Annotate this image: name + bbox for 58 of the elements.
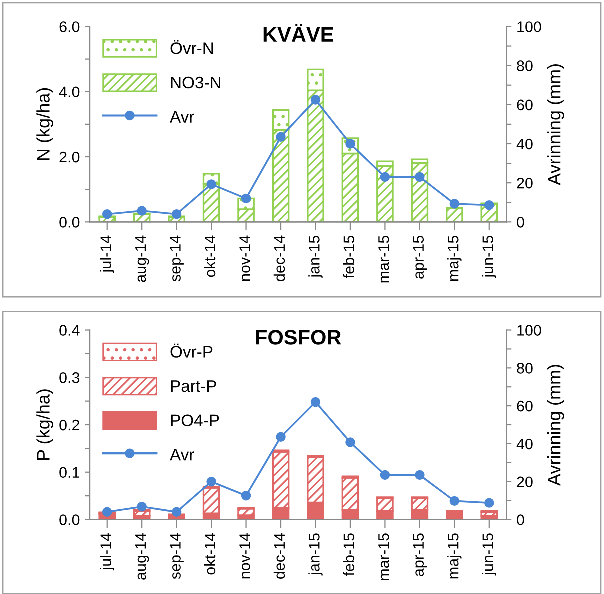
legend-label: Övr-P [170, 344, 213, 358]
y2-tick-label: 60 [517, 100, 533, 111]
x-tick-label: okt-14 [204, 533, 216, 575]
x-tick-label: feb-15 [343, 534, 355, 576]
x-tick-label: jul-14 [100, 533, 114, 571]
chart-title: FOSFOR [256, 330, 342, 345]
y2-axis-title: Avrinning (mm) [548, 365, 564, 486]
y2-tick-label: 40 [516, 138, 533, 150]
y2-tick-label: 0 [517, 514, 524, 526]
x-tick-label: dec-14 [274, 533, 286, 580]
y2-tick-label: 100 [518, 325, 542, 336]
x-tick-label: maj-15 [448, 236, 462, 282]
y-tick-label: 2.0 [60, 152, 80, 163]
y-tick-label: 4.0 [59, 86, 80, 98]
x-tick-label: jan-15 [308, 236, 323, 278]
y2-tick-label: 80 [517, 60, 533, 72]
x-tick-label: sep-14 [170, 236, 184, 282]
x-tick-label: maj-15 [448, 534, 462, 579]
x-tick-label: apr-15 [413, 534, 428, 576]
x-tick-label: aug-14 [136, 533, 150, 580]
x-tick-label: jun-15 [482, 534, 497, 576]
y-axis-title: P (kg/ha) [36, 390, 54, 460]
x-tick-label: nov-14 [240, 533, 250, 579]
x-tick-label: okt-14 [204, 236, 216, 278]
y2-tick-label: 40 [516, 438, 533, 450]
y2-tick-label: 20 [517, 178, 533, 189]
chart-title: KVÄVE [264, 24, 334, 42]
y-tick-label: 0.1 [60, 467, 80, 478]
legend-label: Part-P [171, 380, 216, 392]
x-tick-label: sep-14 [170, 533, 184, 580]
legend-label: PO4-P [171, 414, 220, 427]
y2-tick-label: 0 [517, 217, 524, 228]
y2-tick-label: 60 [517, 400, 533, 412]
x-tick-label: mar-15 [378, 236, 390, 283]
x-tick-label: feb-15 [343, 236, 355, 278]
y-axis-title: N (kg/ha) [36, 88, 54, 160]
y-tick-label: 6.0 [60, 22, 80, 32]
x-tick-label: apr-15 [413, 236, 428, 279]
y-tick-label: 0.0 [60, 217, 80, 228]
y2-tick-label: 80 [517, 363, 533, 374]
y-tick-label: 0.3 [60, 372, 80, 384]
y2-tick-label: 20 [517, 476, 533, 488]
legend-label: Avr [170, 449, 194, 461]
y-tick-label: 0.4 [60, 325, 80, 336]
x-tick-label: dec-14 [274, 236, 286, 282]
x-tick-label: jul-14 [100, 236, 114, 274]
x-tick-label: nov-14 [240, 236, 250, 282]
y-tick-label: 0.0 [60, 514, 80, 526]
x-tick-label: mar-15 [378, 534, 390, 580]
legend-label: Avr [170, 111, 194, 123]
y2-tick-label: 100 [518, 22, 542, 32]
legend-label: Övr-N [170, 40, 214, 54]
legend-label: NO3-N [171, 76, 220, 89]
x-tick-label: jan-15 [308, 534, 323, 576]
x-tick-label: aug-14 [136, 236, 150, 282]
y2-axis-title: Avrinning (mm) [548, 64, 564, 186]
y-tick-label: 0.2 [60, 420, 80, 431]
x-tick-label: jun-15 [482, 236, 497, 278]
